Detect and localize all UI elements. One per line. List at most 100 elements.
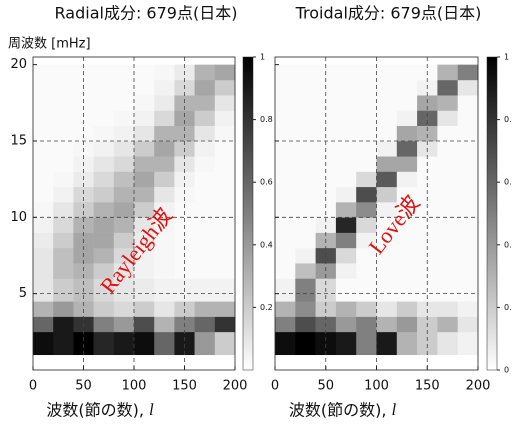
heat-cell (295, 171, 316, 188)
heat-cell (113, 110, 135, 127)
heat-cell (275, 232, 296, 249)
heat-cell (154, 331, 175, 356)
heat-cell (33, 186, 54, 203)
heat-cell (93, 95, 115, 111)
heat-cell (33, 202, 54, 218)
heat-cell (154, 171, 175, 188)
heat-cell (376, 301, 398, 317)
heat-cell (134, 140, 155, 157)
heat-cell (53, 247, 74, 264)
heat-cell (335, 217, 357, 233)
heat-cell (396, 171, 418, 188)
heat-cell (457, 140, 479, 157)
heat-cell (53, 263, 74, 279)
heat-cell (376, 110, 398, 127)
x-tick-label: 200 (223, 379, 248, 394)
heat-cell (214, 79, 236, 96)
heat-cell (335, 263, 357, 279)
heat-cell (376, 316, 398, 333)
heat-cell (356, 247, 377, 264)
heat-cell (53, 171, 74, 188)
heat-cell (154, 263, 175, 279)
heat-cell (295, 202, 316, 218)
heat-cell (335, 186, 357, 203)
heat-cell (73, 110, 94, 127)
heat-cell (174, 186, 195, 203)
heat-cell (396, 202, 418, 218)
heat-cell (457, 316, 479, 333)
heat-cell (214, 217, 236, 233)
heat-cell (437, 156, 458, 172)
heat-cell (437, 186, 458, 203)
heat-cell (457, 217, 479, 233)
colorbar-tick-label: 0.2 (504, 303, 512, 312)
heat-cell (457, 247, 479, 264)
heat-cell (33, 316, 54, 333)
heat-cell (457, 331, 479, 356)
heat-cell (53, 156, 74, 172)
heat-cell (315, 331, 337, 356)
heat-cell (335, 125, 357, 142)
heat-cell (93, 278, 115, 302)
heat-cell (53, 301, 74, 317)
heat-cell (275, 171, 296, 188)
x-tick-label: 0 (29, 379, 37, 394)
heat-cell (356, 263, 377, 279)
heat-cell (134, 156, 155, 172)
heat-cell (134, 79, 155, 96)
heat-cell (113, 186, 135, 203)
heat-cell (134, 263, 155, 279)
heat-cell (315, 110, 337, 127)
heat-cell (53, 186, 74, 203)
heat-cell (93, 79, 115, 96)
heat-cell (396, 125, 418, 142)
heat-cell (214, 171, 236, 188)
heat-cell (437, 79, 458, 96)
heat-cell (214, 140, 236, 157)
heat-cell (417, 331, 438, 356)
heat-cell (214, 110, 236, 127)
heat-cell (437, 247, 458, 264)
heat-cell (356, 331, 377, 356)
heat-cell (194, 95, 216, 111)
heat-cell (335, 232, 357, 249)
heat-cell (457, 95, 479, 111)
heat-cell (275, 278, 296, 302)
heat-cell (194, 217, 216, 233)
heat-cell (53, 202, 74, 218)
x-tick-label: 0 (271, 379, 279, 394)
colorbar-tick-label: 0.6 (504, 178, 512, 187)
heat-cell (194, 301, 216, 317)
heat-cell (33, 110, 54, 127)
heat-cell (275, 247, 296, 264)
heat-cell (376, 263, 398, 279)
heat-cell (437, 202, 458, 218)
heat-cell (356, 79, 377, 96)
heat-cell (194, 110, 216, 127)
heat-cell (134, 171, 155, 188)
heat-cell (113, 232, 135, 249)
heat-cell (295, 110, 316, 127)
heat-cell (53, 110, 74, 127)
heat-cell (396, 301, 418, 317)
heat-cell (356, 217, 377, 233)
heat-cell (376, 232, 398, 249)
heat-cell (154, 247, 175, 264)
heat-cell (396, 64, 418, 81)
heat-cell (417, 202, 438, 218)
heat-cell (417, 110, 438, 127)
heat-cell (376, 140, 398, 157)
heat-cell (113, 125, 135, 142)
y-tick-label: 10 (10, 210, 27, 225)
heat-cell (93, 171, 115, 188)
heat-cell (356, 156, 377, 172)
colorbar-tick-label: 0.4 (260, 240, 273, 249)
heat-cell (376, 79, 398, 96)
heat-cell (194, 316, 216, 333)
heat-cell (53, 278, 74, 302)
heat-cell (315, 202, 337, 218)
heat-cell (396, 316, 418, 333)
heat-cell (275, 95, 296, 111)
heat-cell (154, 301, 175, 317)
heat-cell (194, 263, 216, 279)
